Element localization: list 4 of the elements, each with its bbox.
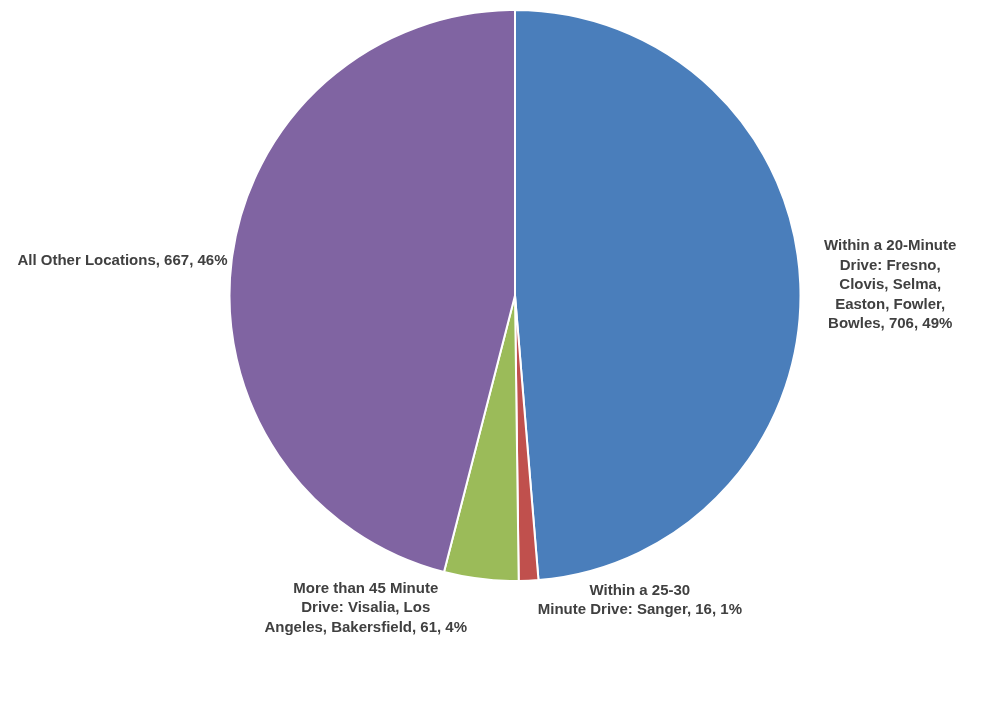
- slice-label: All Other Locations, 667, 46%: [17, 251, 228, 269]
- slice-label: Within a 20-Minute Drive: Fresno, Clovis, Selma, Easton, Fowler, Bowles, 706, 49%: [824, 236, 957, 332]
- slice-label: Within a 25-30 Minute Drive: Sanger, 16, 1%: [537, 580, 742, 618]
- slice-label: More than 45 Minute Drive: Visalia, Los Angeles, Bakersfield, 61, 4%: [264, 578, 468, 635]
